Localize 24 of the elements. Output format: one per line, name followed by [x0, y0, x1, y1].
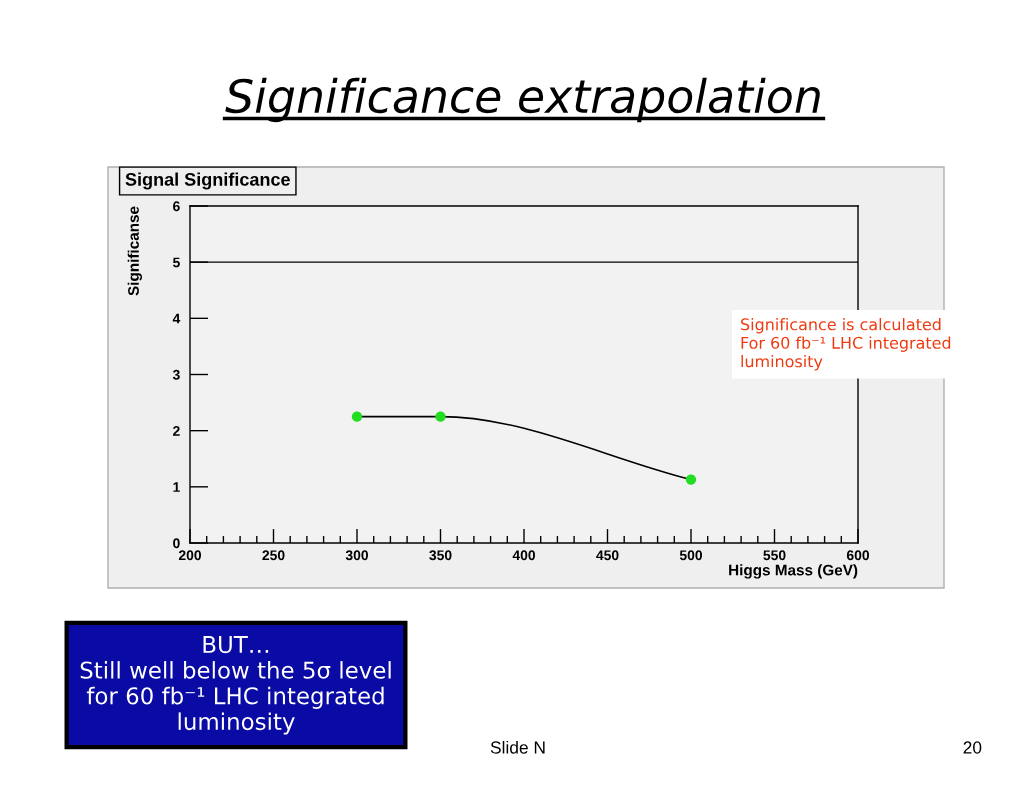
x-tick-label: 200: [178, 550, 202, 561]
annotation: Significance is calculated For 60 fb⁻¹ LHC integrated luminosity: [741, 318, 951, 371]
text: Slide N: [490, 740, 545, 754]
chart-title: Significance extrapolation: [225, 77, 820, 123]
y-tick-label: 0: [173, 538, 180, 549]
y-tick-label: 6: [173, 201, 180, 212]
x-tick-label: 250: [262, 550, 285, 561]
x-tick-label: 300: [345, 550, 369, 561]
x-axis-title: Higgs Mass (GeV): [729, 564, 858, 579]
x-tick-label: 350: [429, 550, 452, 561]
x-tick-label: 500: [679, 550, 703, 561]
y-tick-label: 4: [172, 313, 181, 324]
x-tick-label: 550: [763, 550, 786, 561]
y-tick-label: 1: [173, 482, 180, 492]
text: 20: [963, 741, 982, 754]
x-tick-label: 600: [846, 550, 870, 561]
text: BUT… Still well below the 5σ level for 60 fb⁻¹ LHC integrated luminosity: [80, 636, 391, 735]
y-axis-title: Significanse: [127, 206, 142, 296]
y-tick-label: 3: [172, 369, 180, 380]
x-tick-label: 400: [512, 550, 536, 561]
y-tick-label: 2: [173, 426, 180, 436]
chart-subtitle: Signal Significance: [125, 172, 290, 190]
x-tick-label: 450: [596, 550, 619, 561]
y-tick-label: 5: [172, 257, 180, 268]
